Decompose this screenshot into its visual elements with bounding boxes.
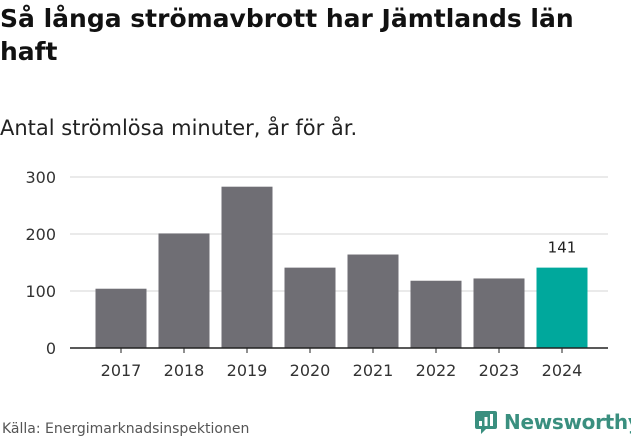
y-tick-label: 0: [46, 339, 56, 358]
x-tick-label: 2019: [227, 361, 268, 380]
x-tick-label: 2017: [101, 361, 142, 380]
source-note: Källa: Energimarknadsinspektionen: [2, 421, 250, 437]
x-tick-label: 2023: [479, 361, 520, 380]
bar-2019: [221, 186, 273, 348]
chart-subtitle: Antal strömlösa minuter, år för år.: [0, 116, 358, 140]
x-tick-label: 2021: [353, 361, 394, 380]
y-tick-label: 300: [25, 168, 56, 187]
bar-2022: [410, 280, 462, 348]
x-tick-label: 2020: [290, 361, 331, 380]
bar-chart: 0 100 200 300 2017 2018 2019 2020 2021 2022 2023 20…: [25, 168, 608, 380]
bar-2024: [536, 267, 588, 348]
chart-title: Så långa strömavbrott har Jämtlands län …: [0, 4, 574, 66]
newsworthy-chart-icon: [475, 411, 497, 434]
bar-2021: [347, 254, 399, 348]
x-tick-label: 2024: [542, 361, 583, 380]
bar-2023: [473, 278, 525, 348]
data-label: 141: [548, 239, 577, 257]
x-tick-label: 2022: [416, 361, 457, 380]
y-tick-label: 100: [25, 282, 56, 301]
logo-text: Newsworthy: [504, 410, 631, 434]
y-tick-label: 200: [25, 225, 56, 244]
x-tick-label: 2018: [164, 361, 205, 380]
bar-2020: [284, 267, 336, 348]
bar-2018: [158, 233, 210, 348]
bar-2017: [95, 288, 147, 348]
newsworthy-logo: Newsworthy: [474, 408, 631, 436]
